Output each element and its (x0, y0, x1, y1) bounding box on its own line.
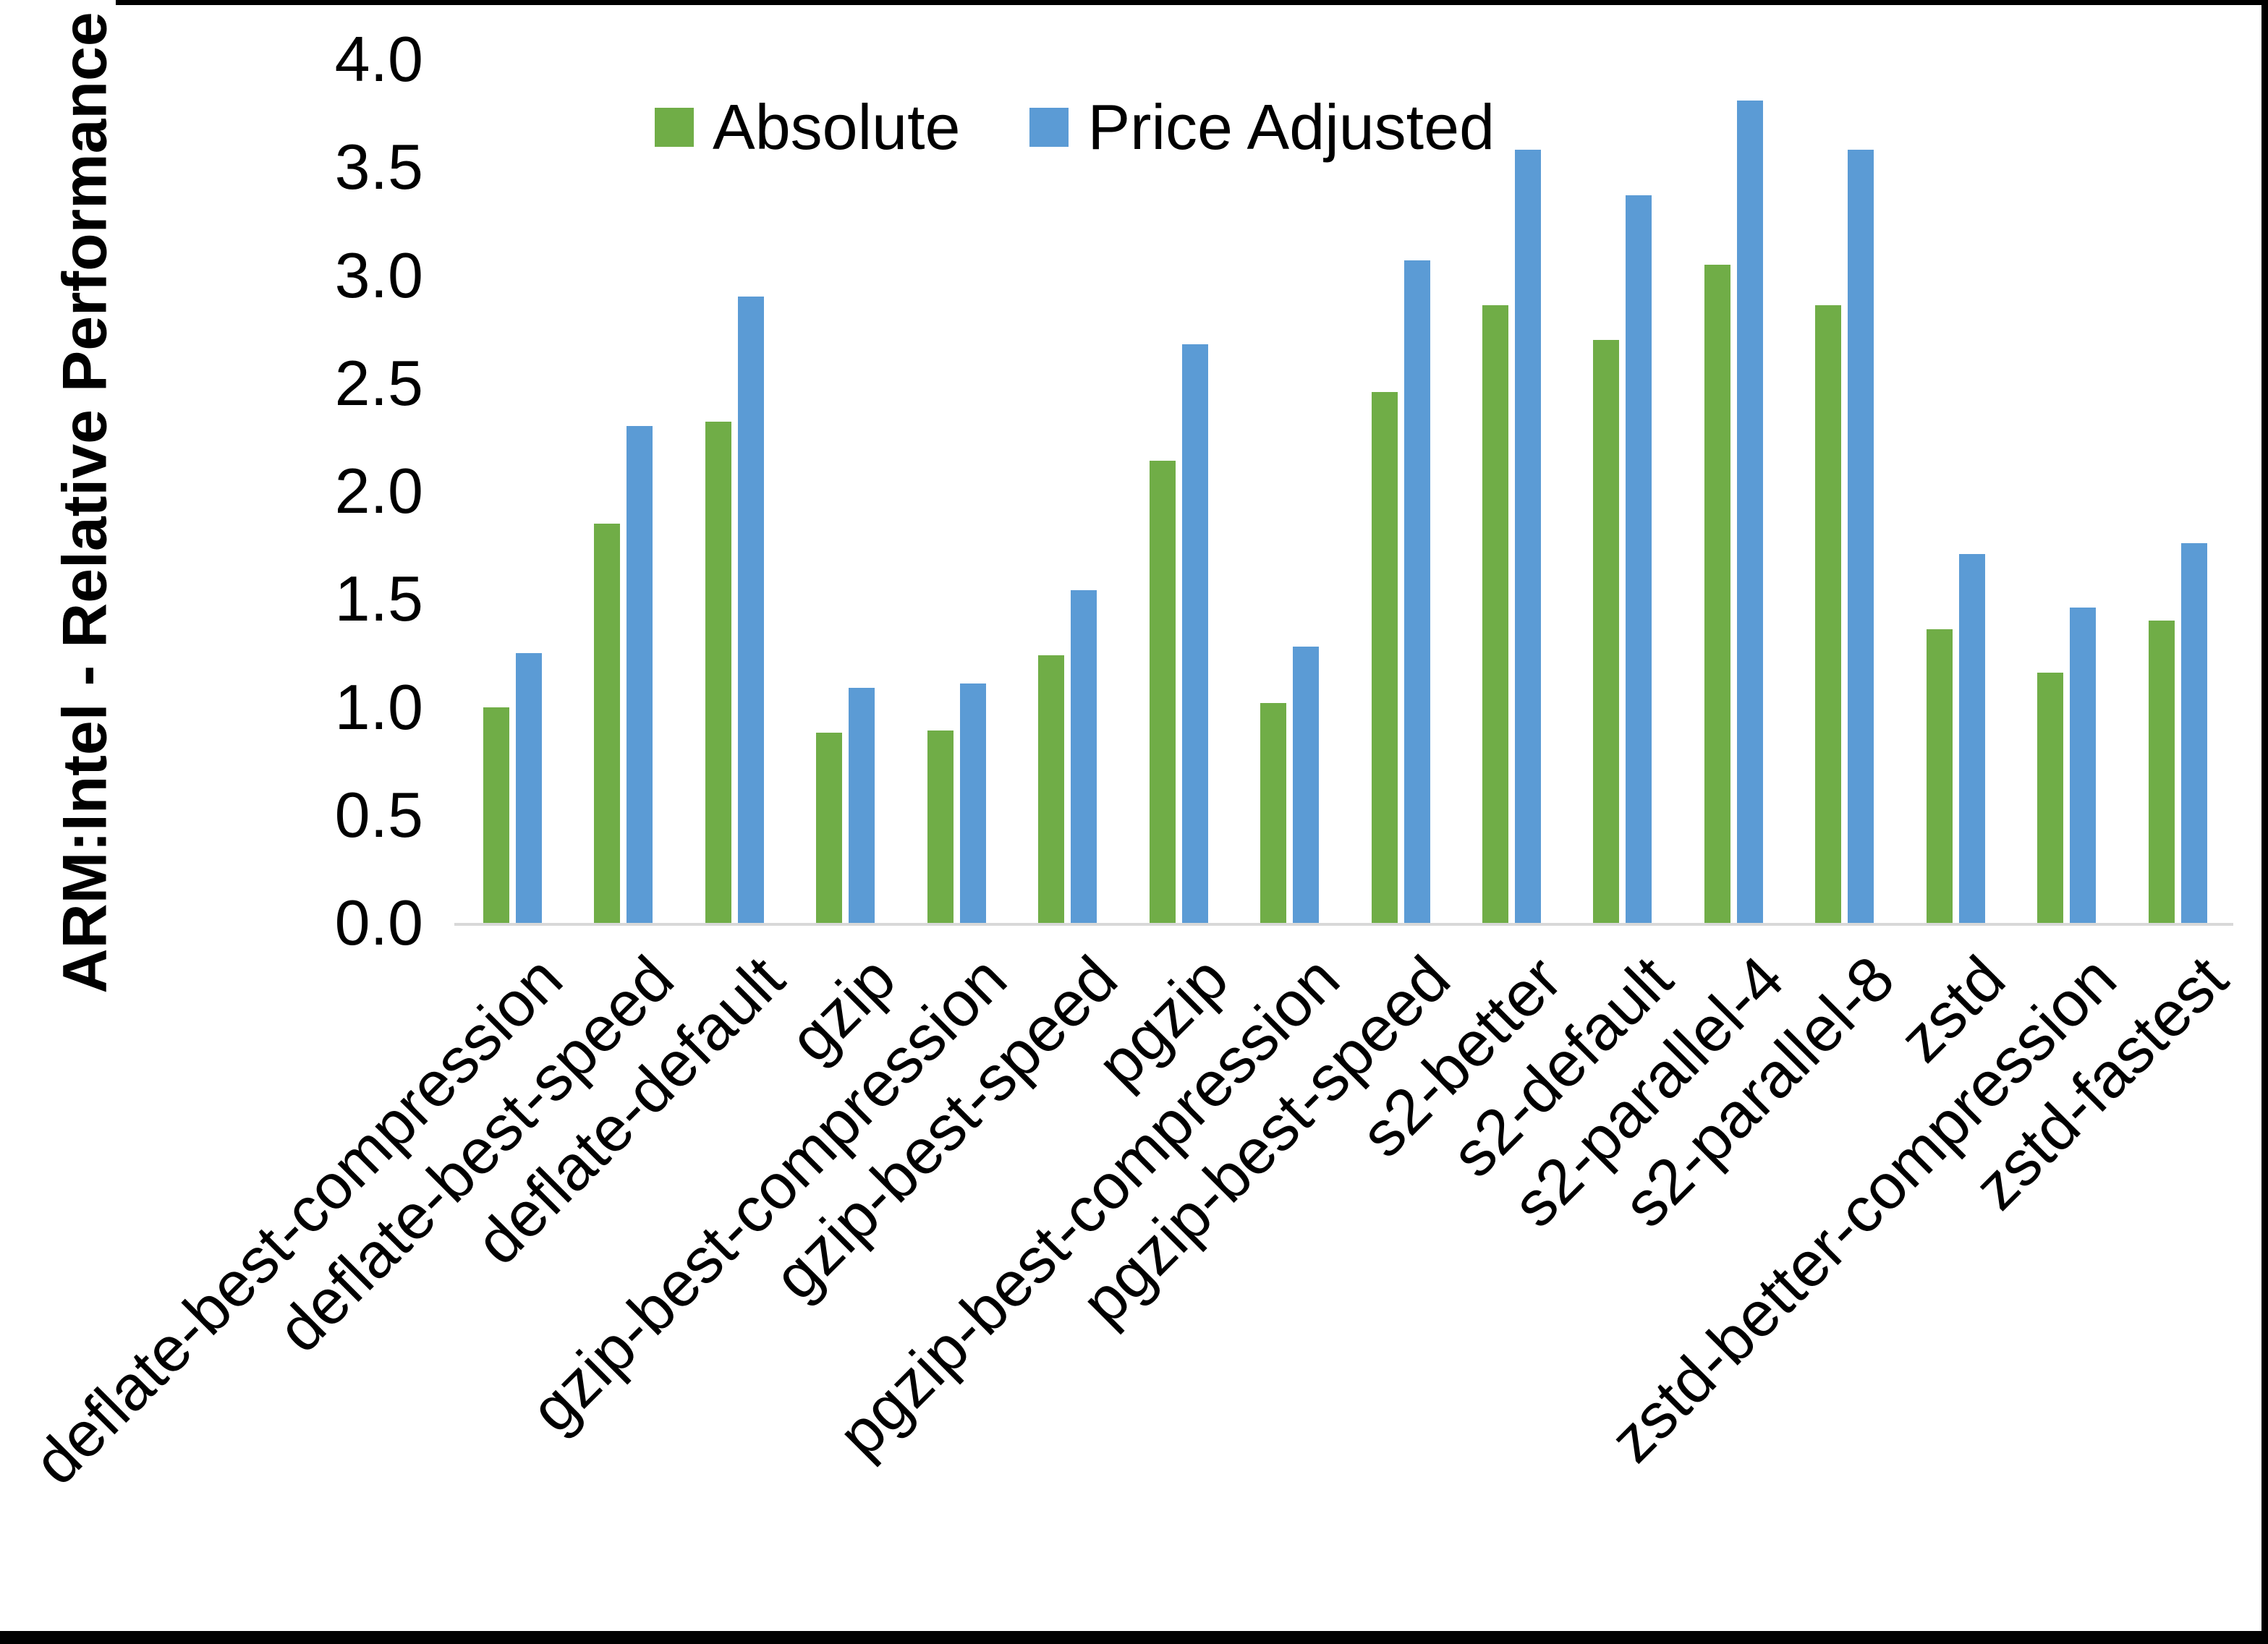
y-tick-label: 2.0 (334, 455, 423, 527)
bar-price-adjusted-gzip-best-compression (959, 683, 986, 923)
x-axis-line (454, 923, 2233, 926)
y-tick-label: 4.0 (334, 23, 423, 95)
bar-absolute-gzip-best-compression (927, 731, 954, 923)
bar-absolute-zstd-fastest (2148, 621, 2175, 923)
frame-border-top (116, 0, 2268, 5)
bar-absolute-s2-default (1593, 340, 1620, 923)
bar-absolute-gzip-best-speed (1038, 655, 1065, 923)
bar-price-adjusted-s2-default (1626, 195, 1652, 923)
legend-item-absolute: Absolute (655, 90, 960, 164)
y-tick-label: 1.0 (334, 670, 423, 743)
bar-price-adjusted-gzip (849, 687, 875, 923)
y-tick-label: 2.5 (334, 346, 423, 419)
legend-swatch-price-adjusted (1029, 108, 1069, 147)
bar-price-adjusted-gzip-best-speed (1071, 590, 1097, 923)
bar-price-adjusted-s2-better (1514, 150, 1541, 923)
legend-item-price-adjusted: Price Adjusted (1029, 90, 1495, 164)
bar-absolute-zstd (1926, 629, 1953, 923)
bar-price-adjusted-pgzip (1181, 344, 1208, 923)
frame-border-right (2261, 0, 2268, 1644)
bar-price-adjusted-s2-parallel-4 (1736, 100, 1763, 923)
bar-absolute-deflate-default (705, 422, 731, 923)
y-tick-label: 0.5 (334, 778, 423, 851)
bar-price-adjusted-pgzip-best-compression (1293, 646, 1320, 923)
bar-price-adjusted-zstd-better-compression (2070, 608, 2097, 923)
legend-label-price-adjusted: Price Adjusted (1087, 91, 1495, 163)
bar-absolute-deflate-best-compression (483, 707, 509, 923)
legend-label-absolute: Absolute (713, 91, 961, 163)
bar-absolute-pgzip (1149, 461, 1176, 923)
bar-price-adjusted-deflate-default (737, 297, 764, 923)
bar-absolute-pgzip-best-compression (1260, 702, 1287, 923)
bar-price-adjusted-zstd (1958, 553, 1985, 923)
bar-absolute-zstd-better-compression (2037, 672, 2064, 923)
y-tick-label: 3.5 (334, 131, 423, 203)
bar-absolute-s2-parallel-8 (1815, 305, 1842, 923)
legend: Absolute Price Adjusted (655, 90, 1495, 164)
bar-price-adjusted-s2-parallel-8 (1848, 150, 1874, 923)
bar-absolute-s2-parallel-4 (1704, 264, 1730, 923)
bar-absolute-pgzip-best-speed (1371, 391, 1398, 923)
bar-price-adjusted-deflate-best-speed (627, 426, 653, 923)
y-tick-label: 1.5 (334, 563, 423, 635)
bar-price-adjusted-pgzip-best-speed (1403, 260, 1430, 923)
bar-price-adjusted-deflate-best-compression (516, 652, 542, 923)
bar-absolute-deflate-best-speed (594, 523, 621, 923)
bar-price-adjusted-zstd-fastest (2180, 542, 2207, 923)
bar-absolute-gzip (816, 733, 843, 923)
y-tick-label: 3.0 (334, 239, 423, 311)
frame-border-bottom (0, 1631, 2268, 1644)
bar-absolute-s2-better (1482, 305, 1508, 923)
legend-swatch-absolute (655, 108, 694, 147)
y-tick-label: 0.0 (334, 887, 423, 958)
